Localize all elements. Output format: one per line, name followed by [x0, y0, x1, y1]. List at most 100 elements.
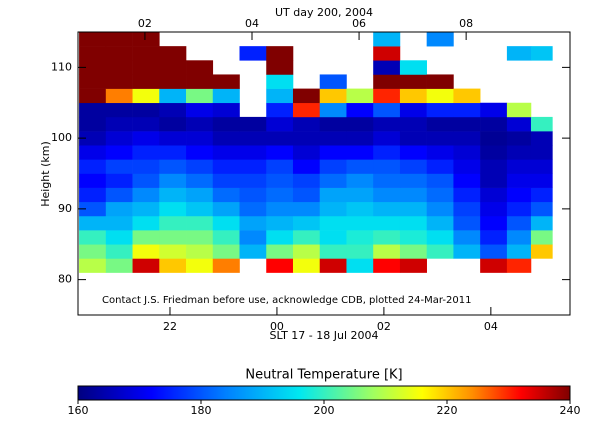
heat-cell: [319, 74, 347, 89]
heat-cell: [399, 244, 427, 259]
heat-cell: [266, 215, 294, 231]
heat-cell: [292, 173, 321, 188]
heat-cell: [399, 74, 427, 89]
heat-cell: [426, 74, 454, 89]
heat-cell: [480, 116, 508, 132]
heat-cell: [319, 187, 347, 203]
heat-cell: [346, 102, 374, 118]
heat-cell: [239, 116, 267, 132]
heat-cell: [319, 102, 347, 118]
heat-cell: [239, 215, 267, 231]
heat-cell: [159, 88, 187, 104]
heat-cell: [105, 60, 133, 75]
heat-cell: [105, 131, 133, 146]
heat-cell: [186, 116, 214, 132]
x-tick-label: 04: [484, 320, 498, 333]
heat-cell: [79, 32, 107, 47]
x2-tick-label: 08: [459, 17, 473, 30]
heat-cell: [530, 230, 553, 245]
heat-cell: [186, 258, 214, 273]
y-tick-label: 100: [51, 131, 72, 144]
heat-cell: [105, 102, 133, 118]
heat-cell: [239, 230, 267, 245]
heat-cell: [453, 145, 481, 160]
heat-cell: [373, 88, 401, 104]
annotation: Contact J.S. Friedman before use, acknow…: [102, 295, 471, 306]
heat-cell: [79, 173, 107, 188]
heat-cell: [399, 201, 427, 217]
heat-cell: [239, 187, 267, 203]
heat-cell: [212, 230, 240, 245]
heat-cell: [399, 173, 427, 188]
heat-cell: [480, 215, 508, 231]
x-tick-label: 22: [163, 320, 177, 333]
heat-cell: [373, 102, 401, 118]
heat-cell: [373, 60, 401, 75]
heat-cell: [105, 159, 133, 174]
heat-cell: [453, 102, 481, 118]
heat-cell: [79, 159, 107, 174]
heat-cell: [159, 244, 187, 259]
heat-cell: [480, 187, 508, 203]
heat-cell: [373, 258, 401, 273]
heat-cell: [319, 215, 347, 231]
heat-cell: [319, 244, 347, 259]
heat-cell: [105, 201, 133, 217]
heat-cell: [426, 131, 454, 146]
heat-cell: [266, 201, 294, 217]
heat-cell: [346, 215, 374, 231]
heat-cell: [132, 173, 160, 188]
heat-cell: [426, 32, 454, 47]
heat-cell: [346, 201, 374, 217]
heat-cell: [319, 88, 347, 104]
heat-cell: [132, 116, 160, 132]
heat-cell: [399, 88, 427, 104]
colorbar-tick-label: 240: [560, 404, 581, 417]
heat-cell: [159, 173, 187, 188]
heat-cell: [79, 145, 107, 160]
x-tick-label: 00: [270, 320, 284, 333]
heat-cell: [132, 258, 160, 273]
heat-cell: [292, 102, 321, 118]
heat-cell: [373, 215, 401, 231]
heat-cell: [239, 46, 267, 61]
heat-cell: [480, 258, 508, 273]
heat-cell: [79, 88, 107, 104]
heat-cell: [212, 145, 240, 160]
heat-cell: [212, 116, 240, 132]
heat-cell: [212, 102, 240, 118]
heat-cell: [453, 159, 481, 174]
heat-cell: [186, 88, 214, 104]
heat-cell: [212, 201, 240, 217]
heat-cell: [480, 102, 508, 118]
heat-cell: [530, 159, 553, 174]
heat-cell: [105, 244, 133, 259]
heat-cell: [159, 215, 187, 231]
heat-cell: [319, 173, 347, 188]
heat-cell: [159, 201, 187, 217]
heat-cell: [186, 74, 214, 89]
heat-cell: [292, 201, 321, 217]
heat-cell: [186, 102, 214, 118]
heat-cell: [186, 145, 214, 160]
heat-cell: [292, 187, 321, 203]
heat-cell: [453, 173, 481, 188]
heat-cell: [426, 102, 454, 118]
heat-cell: [373, 46, 401, 61]
heat-cell: [79, 74, 107, 89]
heat-cell: [79, 187, 107, 203]
heat-cell: [530, 215, 553, 231]
heat-cell: [132, 159, 160, 174]
heat-cell: [132, 187, 160, 203]
heat-cell: [132, 46, 160, 61]
heat-cell: [453, 201, 481, 217]
colorbar: [77, 385, 571, 401]
heat-cell: [79, 258, 107, 273]
heat-cell: [506, 46, 532, 61]
heat-cell: [399, 102, 427, 118]
heat-cell: [292, 215, 321, 231]
heat-cell: [79, 201, 107, 217]
heat-cell: [159, 159, 187, 174]
x2-tick-label: 06: [352, 17, 366, 30]
heat-cell: [346, 131, 374, 146]
